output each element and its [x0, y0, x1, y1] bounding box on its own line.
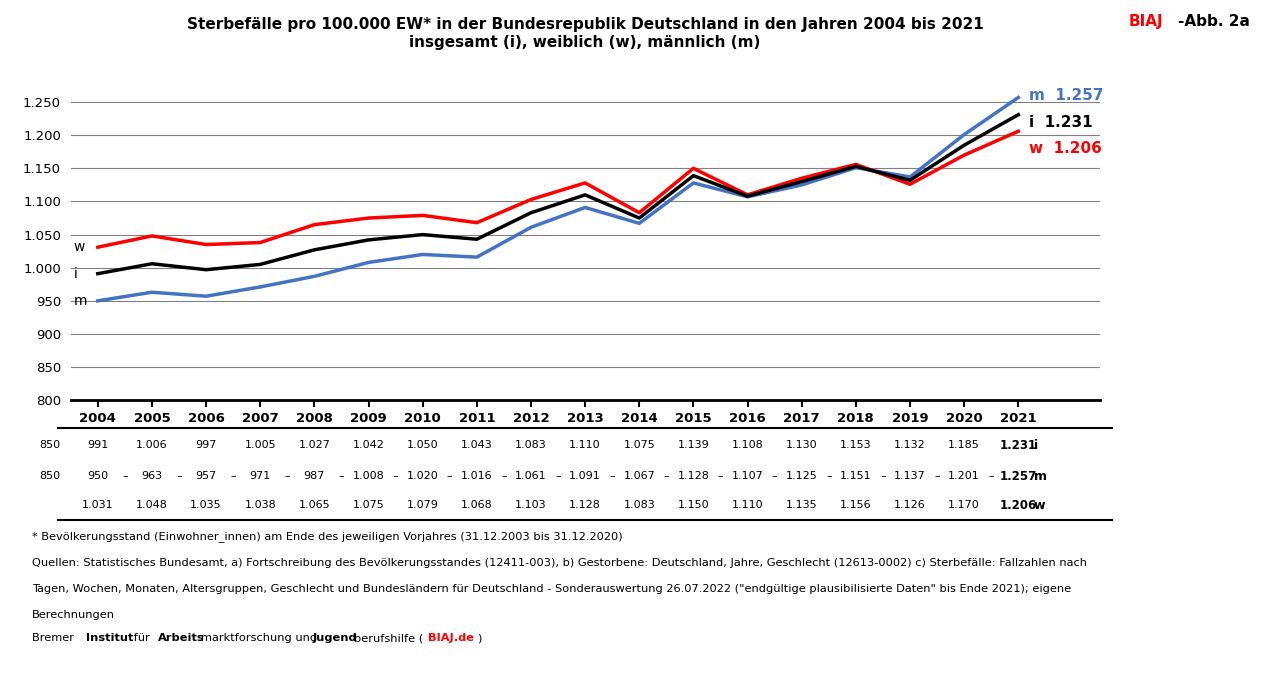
Text: 850: 850 [40, 440, 60, 450]
Text: 1.128: 1.128 [570, 500, 601, 510]
Text: 1.038: 1.038 [244, 500, 276, 510]
Text: 1.020: 1.020 [406, 471, 439, 481]
Text: 957: 957 [195, 471, 217, 481]
Text: –: – [284, 471, 291, 481]
Text: 1.103: 1.103 [516, 500, 547, 510]
Text: 1.132: 1.132 [894, 440, 926, 450]
Text: 1.150: 1.150 [678, 500, 710, 510]
Text: Institut: Institut [86, 633, 134, 643]
Text: 1.137: 1.137 [894, 471, 926, 481]
Text: –: – [122, 471, 127, 481]
Text: Bremer: Bremer [32, 633, 77, 643]
Text: ): ) [477, 633, 481, 643]
Text: 1.043: 1.043 [460, 440, 493, 450]
Text: 1.083: 1.083 [516, 440, 547, 450]
Text: –: – [826, 471, 832, 481]
Text: w: w [73, 240, 85, 254]
Text: * Bevölkerungsstand (Einwohner_innen) am Ende des jeweiligen Vorjahres (31.12.20: * Bevölkerungsstand (Einwohner_innen) am… [32, 531, 622, 542]
Text: 1.110: 1.110 [570, 440, 601, 450]
Text: 987: 987 [303, 471, 325, 481]
Text: BIAJ.de: BIAJ.de [428, 633, 475, 643]
Text: für: für [130, 633, 153, 643]
Text: 1.035: 1.035 [190, 500, 222, 510]
Text: 1.151: 1.151 [840, 471, 872, 481]
Text: i  1.231: i 1.231 [1029, 115, 1093, 130]
Text: 1.016: 1.016 [460, 471, 493, 481]
Text: –: – [772, 471, 778, 481]
Text: 1.068: 1.068 [460, 500, 493, 510]
Text: 1.201: 1.201 [948, 471, 980, 481]
Text: w: w [1034, 499, 1046, 511]
Text: 1.065: 1.065 [298, 500, 331, 510]
Text: 1.135: 1.135 [786, 500, 818, 510]
Text: 1.061: 1.061 [516, 471, 547, 481]
Text: marktforschung und: marktforschung und [201, 633, 320, 643]
Text: 1.206: 1.206 [999, 499, 1037, 511]
Text: 1.125: 1.125 [786, 471, 818, 481]
Text: 1.153: 1.153 [840, 440, 872, 450]
Text: i: i [73, 266, 77, 281]
Text: 1.050: 1.050 [406, 440, 439, 450]
Text: 1.108: 1.108 [732, 440, 764, 450]
Text: 1.075: 1.075 [624, 440, 655, 450]
Text: 1.156: 1.156 [840, 500, 872, 510]
Text: 1.048: 1.048 [136, 500, 168, 510]
Text: 1.067: 1.067 [624, 471, 655, 481]
Text: –: – [230, 471, 237, 481]
Text: Tagen, Wochen, Monaten, Altersgruppen, Geschlecht und Bundesländern für Deutschl: Tagen, Wochen, Monaten, Altersgruppen, G… [32, 584, 1071, 593]
Text: 1.231: 1.231 [999, 439, 1037, 451]
Text: 1.128: 1.128 [678, 471, 710, 481]
Text: –: – [392, 471, 399, 481]
Text: 1.110: 1.110 [732, 500, 764, 510]
Text: 850: 850 [40, 471, 60, 481]
Text: BIAJ: BIAJ [1129, 14, 1164, 29]
Text: –: – [556, 471, 561, 481]
Text: 1.091: 1.091 [570, 471, 601, 481]
Text: 1.257: 1.257 [999, 470, 1037, 482]
Text: m: m [1034, 470, 1047, 482]
Text: Berechnungen: Berechnungen [32, 610, 116, 620]
Text: –: – [502, 471, 507, 481]
Text: 963: 963 [141, 471, 162, 481]
Text: 1.008: 1.008 [352, 471, 385, 481]
Text: –: – [880, 471, 886, 481]
Text: –: – [448, 471, 453, 481]
Text: -Abb. 2a: -Abb. 2a [1178, 14, 1250, 29]
Text: –: – [610, 471, 615, 481]
Text: berufshilfe (: berufshilfe ( [354, 633, 423, 643]
Text: w  1.206: w 1.206 [1029, 141, 1102, 156]
Text: Quellen: Statistisches Bundesamt, a) Fortschreibung des Bevölkerungsstandes (124: Quellen: Statistisches Bundesamt, a) For… [32, 558, 1087, 567]
Text: m: m [73, 294, 87, 308]
Text: 1.075: 1.075 [352, 500, 385, 510]
Text: Sterbefälle pro 100.000 EW* in der Bundesrepublik Deutschland in den Jahren 2004: Sterbefälle pro 100.000 EW* in der Bunde… [186, 17, 984, 32]
Text: 997: 997 [195, 440, 217, 450]
Text: Jugend: Jugend [312, 633, 358, 643]
Text: 1.083: 1.083 [624, 500, 655, 510]
Text: i: i [1034, 439, 1038, 451]
Text: 991: 991 [87, 440, 108, 450]
Text: 950: 950 [87, 471, 108, 481]
Text: –: – [989, 471, 994, 481]
Text: 1.139: 1.139 [678, 440, 710, 450]
Text: 1.027: 1.027 [298, 440, 331, 450]
Text: 1.079: 1.079 [406, 500, 439, 510]
Text: 1.107: 1.107 [732, 471, 764, 481]
Text: 1.170: 1.170 [948, 500, 980, 510]
Text: 1.006: 1.006 [136, 440, 167, 450]
Text: –: – [338, 471, 345, 481]
Text: m  1.257: m 1.257 [1029, 88, 1103, 103]
Text: 1.130: 1.130 [786, 440, 818, 450]
Text: 1.185: 1.185 [948, 440, 980, 450]
Text: 1.126: 1.126 [894, 500, 926, 510]
Text: –: – [934, 471, 940, 481]
Text: –: – [718, 471, 723, 481]
Text: 1.042: 1.042 [352, 440, 385, 450]
Text: Arbeits: Arbeits [158, 633, 204, 643]
Text: –: – [176, 471, 181, 481]
Text: –: – [664, 471, 669, 481]
Text: 1.005: 1.005 [244, 440, 276, 450]
Text: 1.031: 1.031 [82, 500, 113, 510]
Text: insgesamt (i), weiblich (w), männlich (m): insgesamt (i), weiblich (w), männlich (m… [409, 34, 761, 50]
Text: 971: 971 [249, 471, 271, 481]
